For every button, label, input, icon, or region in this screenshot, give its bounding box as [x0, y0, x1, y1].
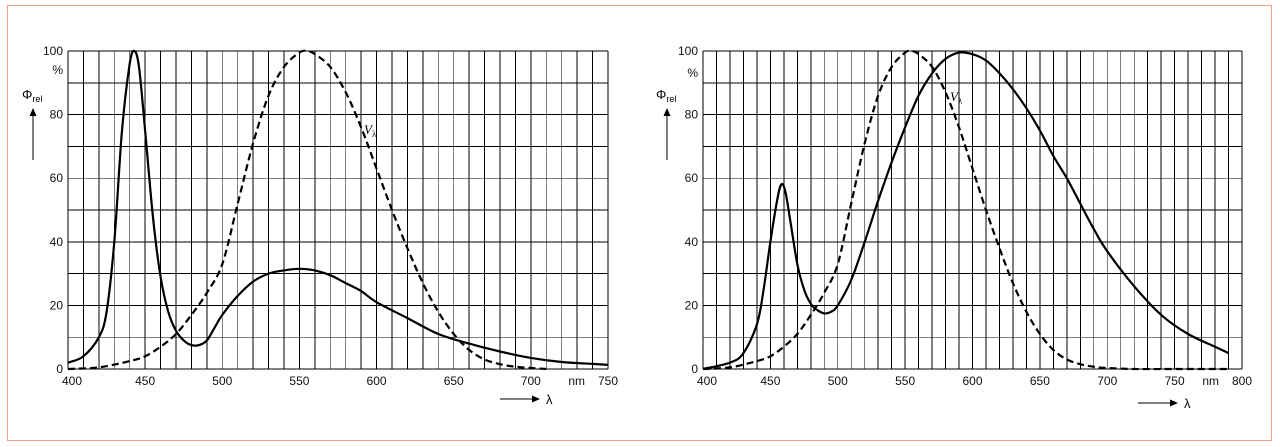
x-tick-label: 450 — [135, 374, 155, 388]
series-label-sub: λ — [372, 129, 377, 139]
x-unit-label: nm — [568, 374, 585, 388]
x-unit-label: nm — [1202, 374, 1219, 388]
x-tick-label: 700 — [521, 374, 541, 388]
y-axis-symbol: Φrel — [22, 87, 42, 104]
x-tick-label: 550 — [895, 374, 915, 388]
x-axis-arrow-head — [1170, 399, 1178, 407]
y-tick-label: 80 — [685, 108, 699, 122]
y-tick-label: 60 — [50, 171, 64, 185]
series-line-spectrum — [67, 49, 609, 366]
y-tick-label: 20 — [50, 298, 64, 312]
x-tick-label: 800 — [1232, 374, 1252, 388]
x-axis-symbol: λ — [546, 392, 553, 407]
y-axis-arrow-head — [29, 108, 37, 116]
series-line-v-lambda — [67, 49, 547, 371]
y-tick-label: 20 — [685, 298, 699, 312]
x-tick-label: 450 — [760, 374, 780, 388]
x-tick-label: 700 — [1097, 374, 1117, 388]
chart-1: 0 20 40 60 80 100% 400 450 500 550 600 650 700 750 nm Φ… — [22, 44, 618, 407]
x-tick-label: 500 — [828, 374, 848, 388]
figure-frame — [7, 5, 1272, 441]
y-tick-label: 60 — [685, 171, 699, 185]
y-tick-label: 80 — [50, 108, 64, 122]
y-unit-label: % — [687, 66, 698, 80]
chart-2: 0 20 40 60 80 100% 400 450 500 550 600 650 700 750 800… — [656, 44, 1252, 411]
y-axis-symbol-sub: rel — [666, 94, 676, 104]
x-tick-label: 600 — [367, 374, 387, 388]
y-tick-label: 40 — [50, 235, 64, 249]
x-tick-label: 600 — [962, 374, 982, 388]
y-axis-symbol: Φrel — [656, 87, 676, 104]
series-line-v-lambda — [702, 49, 1229, 371]
x-tick-label: 400 — [62, 374, 82, 388]
y-tick-label: 0 — [56, 362, 63, 376]
series-line-spectrum — [702, 51, 1229, 371]
x-tick-label: 650 — [1030, 374, 1050, 388]
x-tick-label: 750 — [1165, 374, 1185, 388]
series-label-v-lambda: Vλ — [950, 89, 963, 106]
y-tick-label: 100 — [43, 44, 63, 58]
series-label-sub: λ — [958, 96, 963, 106]
y-unit-label: % — [52, 63, 63, 77]
x-tick-label: 550 — [289, 374, 309, 388]
x-tick-label: 400 — [697, 374, 717, 388]
y-axis-arrow-head — [663, 108, 671, 116]
x-axis-arrow-head — [532, 395, 540, 403]
y-tick-label: 100 — [678, 44, 698, 58]
x-axis-symbol: λ — [1184, 396, 1191, 411]
x-tick-label: 500 — [212, 374, 232, 388]
x-tick-label: 650 — [444, 374, 464, 388]
series-label-v-lambda: Vλ — [364, 122, 377, 139]
x-tick-label: 750 — [598, 374, 618, 388]
y-tick-label: 0 — [691, 362, 698, 376]
y-tick-label: 40 — [685, 235, 699, 249]
y-axis-symbol-sub: rel — [32, 94, 42, 104]
